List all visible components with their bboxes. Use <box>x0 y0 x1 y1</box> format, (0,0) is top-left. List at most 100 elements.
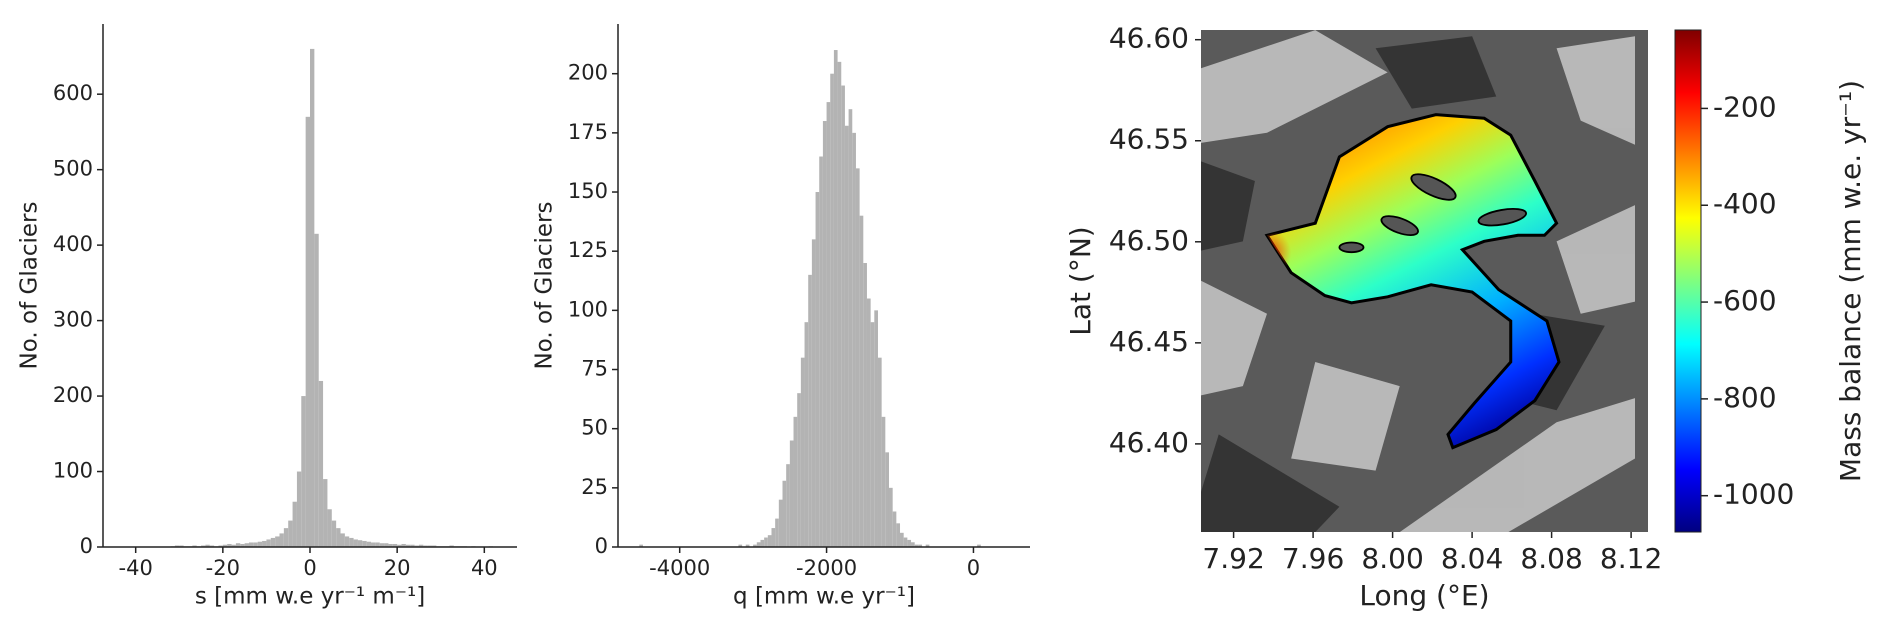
x-tick-label: -2000 <box>796 556 857 580</box>
histogram-bar <box>423 545 428 547</box>
histogram-bar <box>222 544 228 547</box>
y-axis-label: No. of Glaciers <box>532 202 558 370</box>
histogram-bar <box>977 544 981 547</box>
histogram-bar <box>907 539 912 547</box>
y-tick-label: 100 <box>568 297 608 321</box>
histogram-bar <box>833 50 838 547</box>
x-tick-label: 0 <box>303 556 316 580</box>
histogram-bar <box>179 545 184 547</box>
colorbar-tick-label: -200 <box>1713 90 1777 123</box>
y-tick-label: 200 <box>568 61 608 85</box>
histogram-bar <box>863 263 867 547</box>
histogram-bar <box>764 537 768 547</box>
y-tick-label: 75 <box>581 357 608 381</box>
histogram-bar <box>266 539 271 547</box>
histogram-bar <box>808 274 812 547</box>
histogram-bar <box>405 544 411 547</box>
histogram-bar <box>418 544 424 547</box>
y-tick-label: 300 <box>53 308 93 332</box>
y-tick-label: 46.60 <box>1109 22 1189 55</box>
y-tick-label: 0 <box>80 534 93 558</box>
y-tick-label: 175 <box>568 120 608 144</box>
histogram-bar <box>800 357 805 547</box>
glacier <box>1264 113 1561 450</box>
y-tick-label: 46.40 <box>1109 426 1189 459</box>
histogram-bar <box>826 102 831 547</box>
x-tick-label: -4000 <box>649 556 710 580</box>
x-tick-label: 8.12 <box>1600 542 1662 575</box>
histogram-bar <box>296 471 302 547</box>
histogram-bar <box>841 85 845 547</box>
histogram-bar <box>782 480 787 547</box>
histogram-bar <box>870 322 875 547</box>
histogram-bar <box>789 440 794 547</box>
x-axis-label: Long (°E) <box>1359 579 1489 612</box>
x-tick-label: 8.04 <box>1441 542 1503 575</box>
histogram-bar <box>192 545 197 547</box>
histogram-bar <box>771 528 776 547</box>
y-tick-label: 150 <box>568 179 608 203</box>
y-tick-label: 125 <box>568 238 608 262</box>
y-tick-label: 100 <box>53 459 93 483</box>
y-tick-label: 46.50 <box>1109 224 1189 257</box>
colorbar-tick-label: -600 <box>1713 284 1777 317</box>
x-axis-label: s [mm w.e yr⁻¹ m⁻¹] <box>195 584 425 610</box>
histogram-bar <box>357 540 363 547</box>
histogram-bar <box>756 542 761 547</box>
colorbar-tick-label: -1000 <box>1713 478 1794 511</box>
histogram-bar <box>837 61 842 547</box>
histogram-bar <box>366 541 372 547</box>
histogram-bar <box>231 544 236 547</box>
x-axis-label: q [mm w.e yr⁻¹] <box>733 584 915 610</box>
histogram-bar <box>874 310 878 547</box>
histogram-bar <box>310 48 315 548</box>
histogram-bar <box>745 544 750 547</box>
histogram-bar <box>793 416 798 547</box>
colorbar-tick-label: -800 <box>1713 381 1777 414</box>
histogram-bar <box>914 544 919 547</box>
x-tick-label: 7.92 <box>1202 542 1264 575</box>
histogram-bar <box>738 544 743 547</box>
histogram-bar <box>262 540 267 547</box>
histogram-bar <box>822 121 827 547</box>
histogram-bar <box>427 545 433 547</box>
histogram-bar <box>885 452 889 547</box>
histogram-bar <box>248 542 254 547</box>
histogram-bar <box>775 518 779 547</box>
y-tick-label: 0 <box>595 534 608 558</box>
histogram-bar <box>362 540 367 547</box>
histogram-bar <box>314 233 319 547</box>
histogram-bar <box>881 416 886 547</box>
histogram-bar <box>397 544 402 547</box>
histogram-bar <box>767 535 772 547</box>
y-axis-label: No. of Glaciers <box>17 202 43 370</box>
histogram-bar <box>257 541 263 547</box>
histogram-bar <box>349 537 354 547</box>
histogram-bar <box>911 542 915 547</box>
histogram-bar <box>753 544 757 547</box>
histogram-bar <box>379 543 385 547</box>
histogram-bar <box>388 543 393 547</box>
histogram-bar <box>778 499 783 547</box>
histogram-bar <box>896 523 901 547</box>
histogram-bar <box>292 501 297 547</box>
x-tick-label: 7.96 <box>1282 542 1344 575</box>
histogram-bar <box>344 536 350 547</box>
histogram-bar <box>903 537 908 547</box>
histogram-bar <box>844 125 849 547</box>
histogram-bar <box>877 357 882 547</box>
histogram-bar <box>819 156 823 547</box>
histogram-bar <box>410 544 415 547</box>
histogram-bar <box>270 537 276 547</box>
histogram-bar <box>888 487 893 547</box>
histogram-bar <box>340 533 345 547</box>
histogram-bar <box>336 528 341 547</box>
y-axis-label: Lat (°N) <box>1064 226 1097 335</box>
histogram-bar <box>760 539 765 547</box>
y-tick-label: 50 <box>581 416 608 440</box>
histogram-bar <box>852 132 856 547</box>
histogram-bar <box>786 464 790 547</box>
y-tick-label: 46.55 <box>1109 123 1189 156</box>
histogram-bar <box>235 543 241 547</box>
